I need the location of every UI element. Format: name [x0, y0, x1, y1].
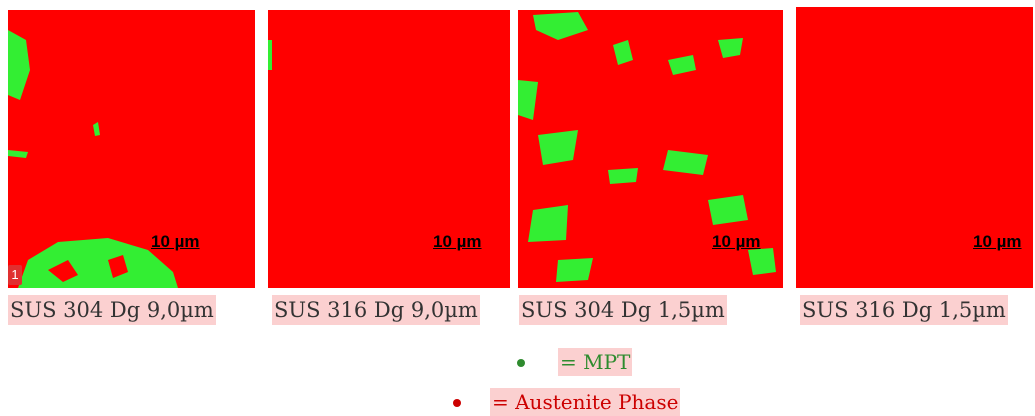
badge: 1	[8, 265, 22, 285]
caption: SUS 304 Dg 9,0µm	[8, 295, 216, 325]
legend-label: = Austenite Phase	[490, 388, 680, 416]
scale-bar: 10 µm	[433, 232, 482, 252]
legend-dot	[517, 359, 525, 367]
page: 1 10 µm 10 µm 10 µm 10 µm SUS 304 Dg 9,0…	[0, 0, 1035, 416]
scale-bar: 10 µm	[973, 232, 1022, 252]
caption: SUS 316 Dg 1,5µm	[800, 295, 1008, 325]
phase-map	[8, 10, 255, 288]
scale-bar: 10 µm	[712, 232, 761, 252]
caption: SUS 316 Dg 9,0µm	[272, 295, 480, 325]
caption: SUS 304 Dg 1,5µm	[519, 295, 727, 325]
scale-bar: 10 µm	[151, 232, 200, 252]
legend-dot	[453, 399, 461, 407]
legend-label: = MPT	[558, 348, 632, 376]
